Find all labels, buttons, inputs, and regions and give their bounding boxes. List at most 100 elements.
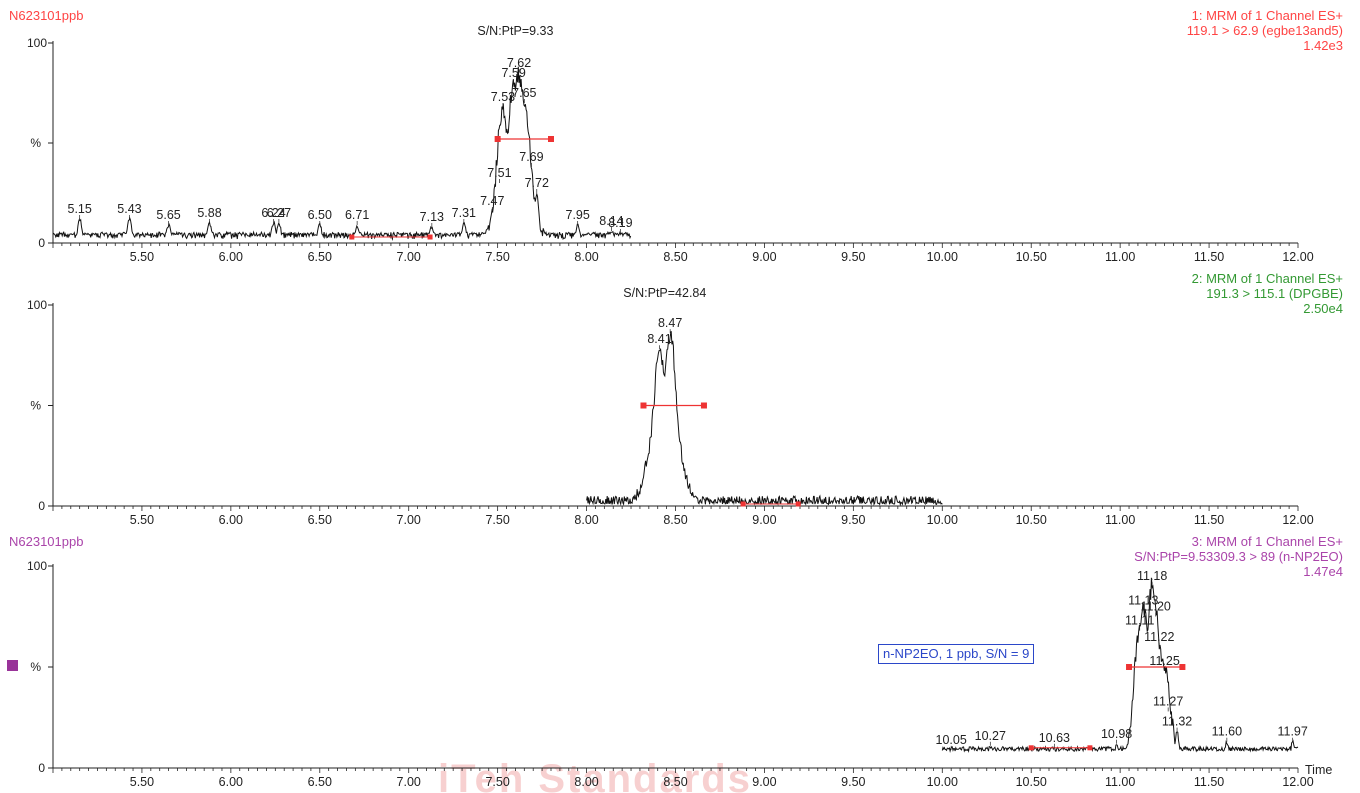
x-tick-label: 6.50	[308, 513, 332, 527]
channel-header-line: 1.42e3	[1303, 38, 1343, 53]
peak-label: 8.19	[608, 216, 632, 230]
x-tick-label: 7.00	[397, 250, 421, 264]
noise-region-marker	[349, 234, 355, 240]
x-tick-label: 12.00	[1282, 250, 1313, 264]
y-axis-percent-label: %	[30, 399, 41, 413]
peak-label: 7.53	[491, 90, 515, 104]
y-axis-percent-label: %	[30, 136, 41, 150]
y-tick-label: 100	[27, 559, 47, 573]
chromatogram-trace	[586, 331, 943, 507]
peak-label: 8.41	[647, 332, 671, 346]
x-tick-label: 11.00	[1105, 775, 1135, 789]
x-tick-label: 9.50	[841, 250, 865, 264]
x-tick-label: 11.00	[1105, 250, 1135, 264]
peak-label: 11.22	[1144, 630, 1174, 644]
channel-header-line: 191.3 > 115.1 (DPGBE)	[1206, 286, 1343, 301]
peak-label: 11.32	[1162, 715, 1192, 729]
peak-width-marker	[1126, 664, 1133, 670]
chromatogram-trace	[941, 577, 1299, 753]
peak-label: 5.43	[117, 202, 141, 216]
x-tick-label: 11.50	[1194, 250, 1224, 264]
x-tick-label: 11.50	[1194, 513, 1224, 527]
peak-label: 11.13	[1128, 593, 1158, 607]
noise-region-marker	[427, 234, 433, 240]
peak-width-marker	[1179, 664, 1186, 670]
watermark: iTeh Standards	[438, 757, 752, 793]
x-tick-label: 10.00	[927, 775, 958, 789]
peak-label: 10.27	[975, 729, 1006, 743]
panel-2: 2: MRM of 1 Channel ES+191.3 > 115.1 (DP…	[27, 271, 1343, 527]
peak-label: 8.14	[599, 214, 623, 228]
peak-label: 7.62	[507, 56, 531, 70]
x-tick-label: 12.00	[1282, 775, 1313, 789]
x-tick-label: 11.50	[1194, 775, 1224, 789]
x-tick-label: 6.50	[308, 250, 332, 264]
y-tick-label: 100	[27, 298, 47, 312]
peak-label: 11.20	[1141, 600, 1171, 614]
x-tick-label: 11.00	[1105, 513, 1135, 527]
x-tick-label: 7.50	[485, 775, 509, 789]
x-tick-label: 7.50	[485, 250, 509, 264]
x-tick-label: 10.00	[927, 250, 958, 264]
peak-label: 6.27	[267, 206, 291, 220]
peak-label: 6.71	[345, 208, 369, 222]
x-tick-label: 8.50	[663, 250, 687, 264]
x-tick-label: 5.50	[130, 513, 154, 527]
x-tick-label: 6.00	[219, 775, 243, 789]
x-tick-label: 7.00	[397, 513, 421, 527]
peak-label: 11.18	[1137, 569, 1167, 583]
peak-label: 11.27	[1153, 694, 1183, 708]
x-tick-label: 9.50	[841, 513, 865, 527]
y-tick-label: 0	[38, 761, 45, 775]
channel-header-line: S/N:PtP=9.53309.3 > 89 (n-NP2EO)	[1134, 549, 1343, 564]
noise-region-marker	[1028, 745, 1034, 751]
peak-label: 10.63	[1039, 731, 1070, 745]
legend-marker	[7, 660, 18, 671]
peak-label: 11.97	[1277, 725, 1307, 739]
peak-label: 11.11	[1125, 614, 1154, 628]
signal-to-noise-label: S/N:PtP=42.84	[623, 286, 706, 300]
x-tick-label: 8.50	[663, 775, 687, 789]
panel-3: N623101ppb 3: MRM of 1 Channel ES+S/N:PtP…	[9, 534, 1343, 789]
y-tick-label: 0	[38, 499, 45, 513]
panel-1: N623101ppb 1: MRM of 1 Channel ES+119.1 >…	[9, 8, 1343, 264]
x-tick-label: 9.00	[752, 250, 776, 264]
x-tick-label: 5.50	[130, 775, 154, 789]
x-tick-label: 7.00	[397, 775, 421, 789]
annotation-box: n-NP2EO, 1 ppb, S/N = 9	[878, 644, 1035, 664]
noise-region-marker	[740, 501, 746, 507]
peak-label: 7.65	[512, 86, 536, 100]
peak-label: 6.50	[308, 208, 332, 222]
peak-width-marker	[700, 402, 707, 409]
chromatogram-trace	[52, 66, 632, 241]
peak-label: 7.47	[480, 194, 504, 208]
peak-label: 5.65	[156, 208, 180, 222]
peak-width-marker	[494, 136, 501, 142]
x-tick-label: 10.50	[1016, 513, 1047, 527]
x-tick-label: 6.50	[308, 775, 332, 789]
x-tick-label: 8.00	[574, 250, 598, 264]
peak-label: 5.15	[68, 202, 92, 216]
peak-label: 7.59	[501, 66, 525, 80]
peak-width-marker	[640, 402, 647, 409]
peak-label: 11.60	[1212, 725, 1242, 739]
x-axis-label: Time	[1305, 763, 1332, 777]
channel-header-line: 119.1 > 62.9 (egbe13and5)	[1187, 23, 1343, 38]
peak-label: 11.25	[1149, 654, 1179, 668]
x-tick-label: 6.00	[219, 513, 243, 527]
x-tick-label: 10.00	[927, 513, 958, 527]
channel-header-line: 1: MRM of 1 Channel ES+	[1192, 8, 1343, 23]
peak-label: 10.98	[1101, 727, 1132, 741]
x-tick-label: 10.50	[1016, 775, 1047, 789]
x-tick-label: 6.00	[219, 250, 243, 264]
y-tick-label: 0	[38, 236, 45, 250]
peak-label: 7.13	[420, 210, 444, 224]
y-axis-percent-label: %	[30, 660, 41, 674]
peak-label: 7.95	[566, 208, 590, 222]
x-tick-label: 10.50	[1016, 250, 1047, 264]
x-tick-label: 8.00	[574, 775, 598, 789]
y-tick-label: 100	[27, 36, 47, 50]
x-tick-label: 9.00	[752, 775, 776, 789]
x-tick-label: 9.50	[841, 775, 865, 789]
